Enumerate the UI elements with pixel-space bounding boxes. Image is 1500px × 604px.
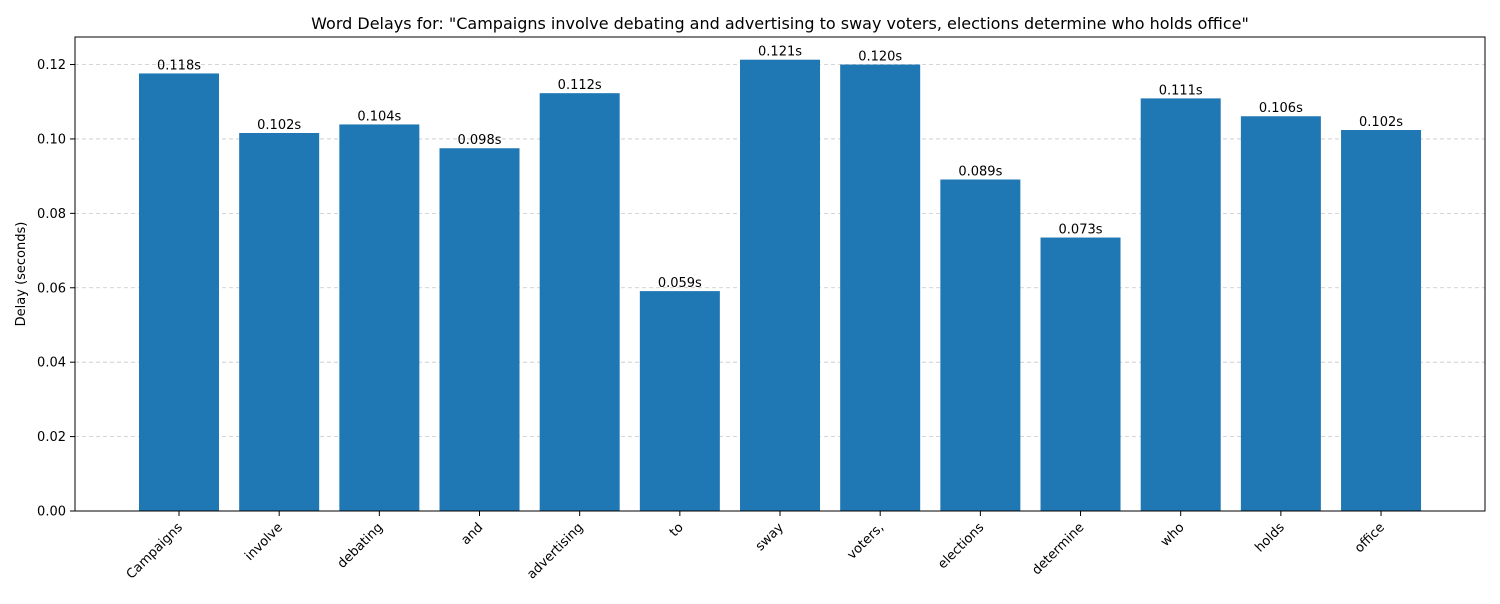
- chart-title: Word Delays for: "Campaigns involve deba…: [311, 14, 1249, 33]
- bar-campaigns: [139, 73, 219, 511]
- y-tick-label: 0.00: [37, 505, 66, 520]
- y-ticks-layer: 0.00 0.02 0.04 0.06 0.08 0.10 0.12: [37, 58, 75, 520]
- y-axis-label: Delay (seconds): [14, 222, 29, 327]
- bar-value-label: 0.111s: [1159, 83, 1203, 98]
- bar-value-label: 0.121s: [758, 45, 802, 60]
- bar-value-label: 0.102s: [1359, 115, 1403, 130]
- y-tick-label: 0.08: [37, 207, 66, 222]
- bar-holds: [1240, 116, 1321, 511]
- bar-who: [1140, 98, 1221, 511]
- x-tick-label: sway: [753, 520, 787, 554]
- bar-value-label: 0.073s: [1059, 223, 1103, 238]
- value-labels-layer: 0.118s 0.102s 0.104s 0.098s 0.112s 0.059s 0.12…: [157, 45, 1403, 291]
- bar-voters: [840, 64, 921, 512]
- x-tick-label: advertising: [524, 520, 586, 582]
- bar-to: [639, 291, 720, 511]
- bar-debating: [339, 124, 420, 511]
- bar-determine: [1040, 237, 1121, 512]
- bar-office: [1341, 130, 1422, 511]
- bar-advertising: [539, 93, 620, 511]
- plot-frame: [74, 36, 1486, 512]
- y-tick-label: 0.12: [37, 58, 66, 73]
- bar-elections: [940, 179, 1021, 511]
- bar-value-label: 0.118s: [157, 58, 201, 73]
- y-tick-label: 0.06: [37, 281, 66, 296]
- x-ticks-layer: Campaigns involve debating and advertising to…: [124, 511, 1388, 582]
- bar-value-label: 0.120s: [858, 50, 902, 65]
- bar-value-label: 0.106s: [1259, 101, 1303, 116]
- bar-value-label: 0.102s: [257, 118, 301, 133]
- bar-value-label: 0.098s: [458, 133, 502, 148]
- y-tick-label: 0.02: [37, 430, 66, 445]
- x-tick-label: elections: [935, 520, 987, 572]
- bar-value-label: 0.059s: [658, 276, 702, 291]
- x-tick-label: involve: [242, 520, 286, 564]
- bar-sway: [740, 59, 821, 512]
- x-tick-label: who: [1158, 520, 1188, 550]
- y-tick-label: 0.04: [37, 356, 66, 371]
- bar-value-label: 0.112s: [558, 78, 602, 93]
- x-tick-label: holds: [1252, 520, 1287, 555]
- x-tick-label: determine: [1029, 520, 1087, 578]
- x-tick-label: Campaigns: [124, 520, 186, 582]
- bar-involve: [239, 132, 320, 511]
- x-tick-label: office: [1352, 520, 1388, 556]
- x-tick-label: and: [458, 520, 486, 548]
- bar-and: [439, 148, 520, 511]
- x-tick-label: voters,: [845, 520, 887, 562]
- bar-value-label: 0.089s: [958, 164, 1002, 179]
- y-tick-label: 0.10: [37, 132, 66, 147]
- x-tick-label: debating: [335, 520, 386, 571]
- bar-value-label: 0.104s: [357, 109, 401, 124]
- bars-layer: [139, 59, 1422, 512]
- x-tick-label: to: [667, 520, 687, 540]
